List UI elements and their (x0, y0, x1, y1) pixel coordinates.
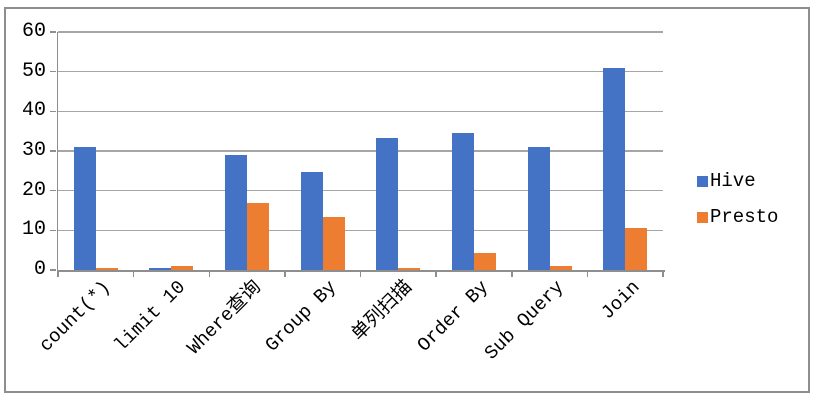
x-axis-tick (586, 270, 589, 277)
x-tick-label: 单列扫描 (347, 276, 418, 346)
y-axis-line (56, 32, 58, 270)
y-axis-label: 20 (21, 178, 46, 202)
legend-item-presto: Presto (697, 207, 778, 227)
bar-presto (322, 217, 345, 270)
gridline (58, 229, 663, 232)
legend-item-hive: Hive (697, 171, 778, 191)
x-tick-label: Sub Query (480, 276, 569, 365)
x-tick-label: limit 10 (110, 276, 191, 357)
bar-hive (376, 137, 399, 270)
y-axis-label: 0 (33, 258, 46, 281)
plot-area (58, 31, 663, 270)
x-tick-label: Group By (261, 276, 342, 357)
bar-hive (603, 67, 626, 270)
x-tick-label: count(*) (34, 276, 115, 357)
bar-presto (171, 266, 194, 270)
bar-presto (473, 252, 496, 270)
x-tick-label: Where查询 (183, 276, 266, 360)
y-axis-label: 30 (21, 139, 46, 162)
bar-hive (451, 133, 474, 270)
legend-swatch-hive (697, 175, 708, 187)
gridline (58, 150, 663, 152)
legend-swatch-presto (697, 211, 708, 223)
bar-presto (549, 266, 572, 270)
y-axis-label: 10 (21, 218, 46, 242)
y-axis-tick (50, 31, 56, 33)
x-axis-tick (57, 270, 59, 277)
x-axis-tick (208, 270, 210, 277)
y-axis-label: 60 (21, 20, 46, 43)
bar-hive (225, 154, 248, 270)
bar-hive (149, 268, 172, 270)
x-axis-tick (359, 270, 362, 277)
y-axis-tick (50, 110, 56, 113)
y-axis-tick (50, 150, 56, 152)
x-axis-tick (511, 270, 513, 277)
gridline (58, 31, 663, 33)
bar-hive (527, 147, 550, 270)
bar-hive (300, 171, 323, 270)
x-axis-tick (284, 270, 286, 277)
gridline (58, 70, 663, 73)
x-axis-tick (435, 270, 437, 277)
y-axis-tick (50, 269, 56, 271)
bar-hive (73, 147, 96, 270)
y-axis-label: 50 (21, 59, 46, 83)
x-tick-label: Join (596, 276, 645, 325)
bar-presto (398, 268, 421, 270)
bar-presto (247, 202, 270, 270)
y-axis-tick (50, 189, 56, 192)
y-axis-label: 40 (21, 99, 46, 123)
legend-label: Hive (710, 170, 756, 192)
x-tick-label: Order By (412, 276, 493, 357)
bar-presto (95, 267, 118, 270)
y-axis-tick (50, 70, 56, 73)
x-axis-tick (662, 270, 664, 277)
legend: Hive Presto (697, 171, 778, 227)
bar-presto (625, 227, 648, 270)
y-axis-tick (50, 229, 56, 232)
gridline (58, 189, 663, 192)
gridline (58, 110, 663, 113)
x-axis-tick (132, 270, 135, 277)
legend-label: Presto (710, 206, 779, 228)
